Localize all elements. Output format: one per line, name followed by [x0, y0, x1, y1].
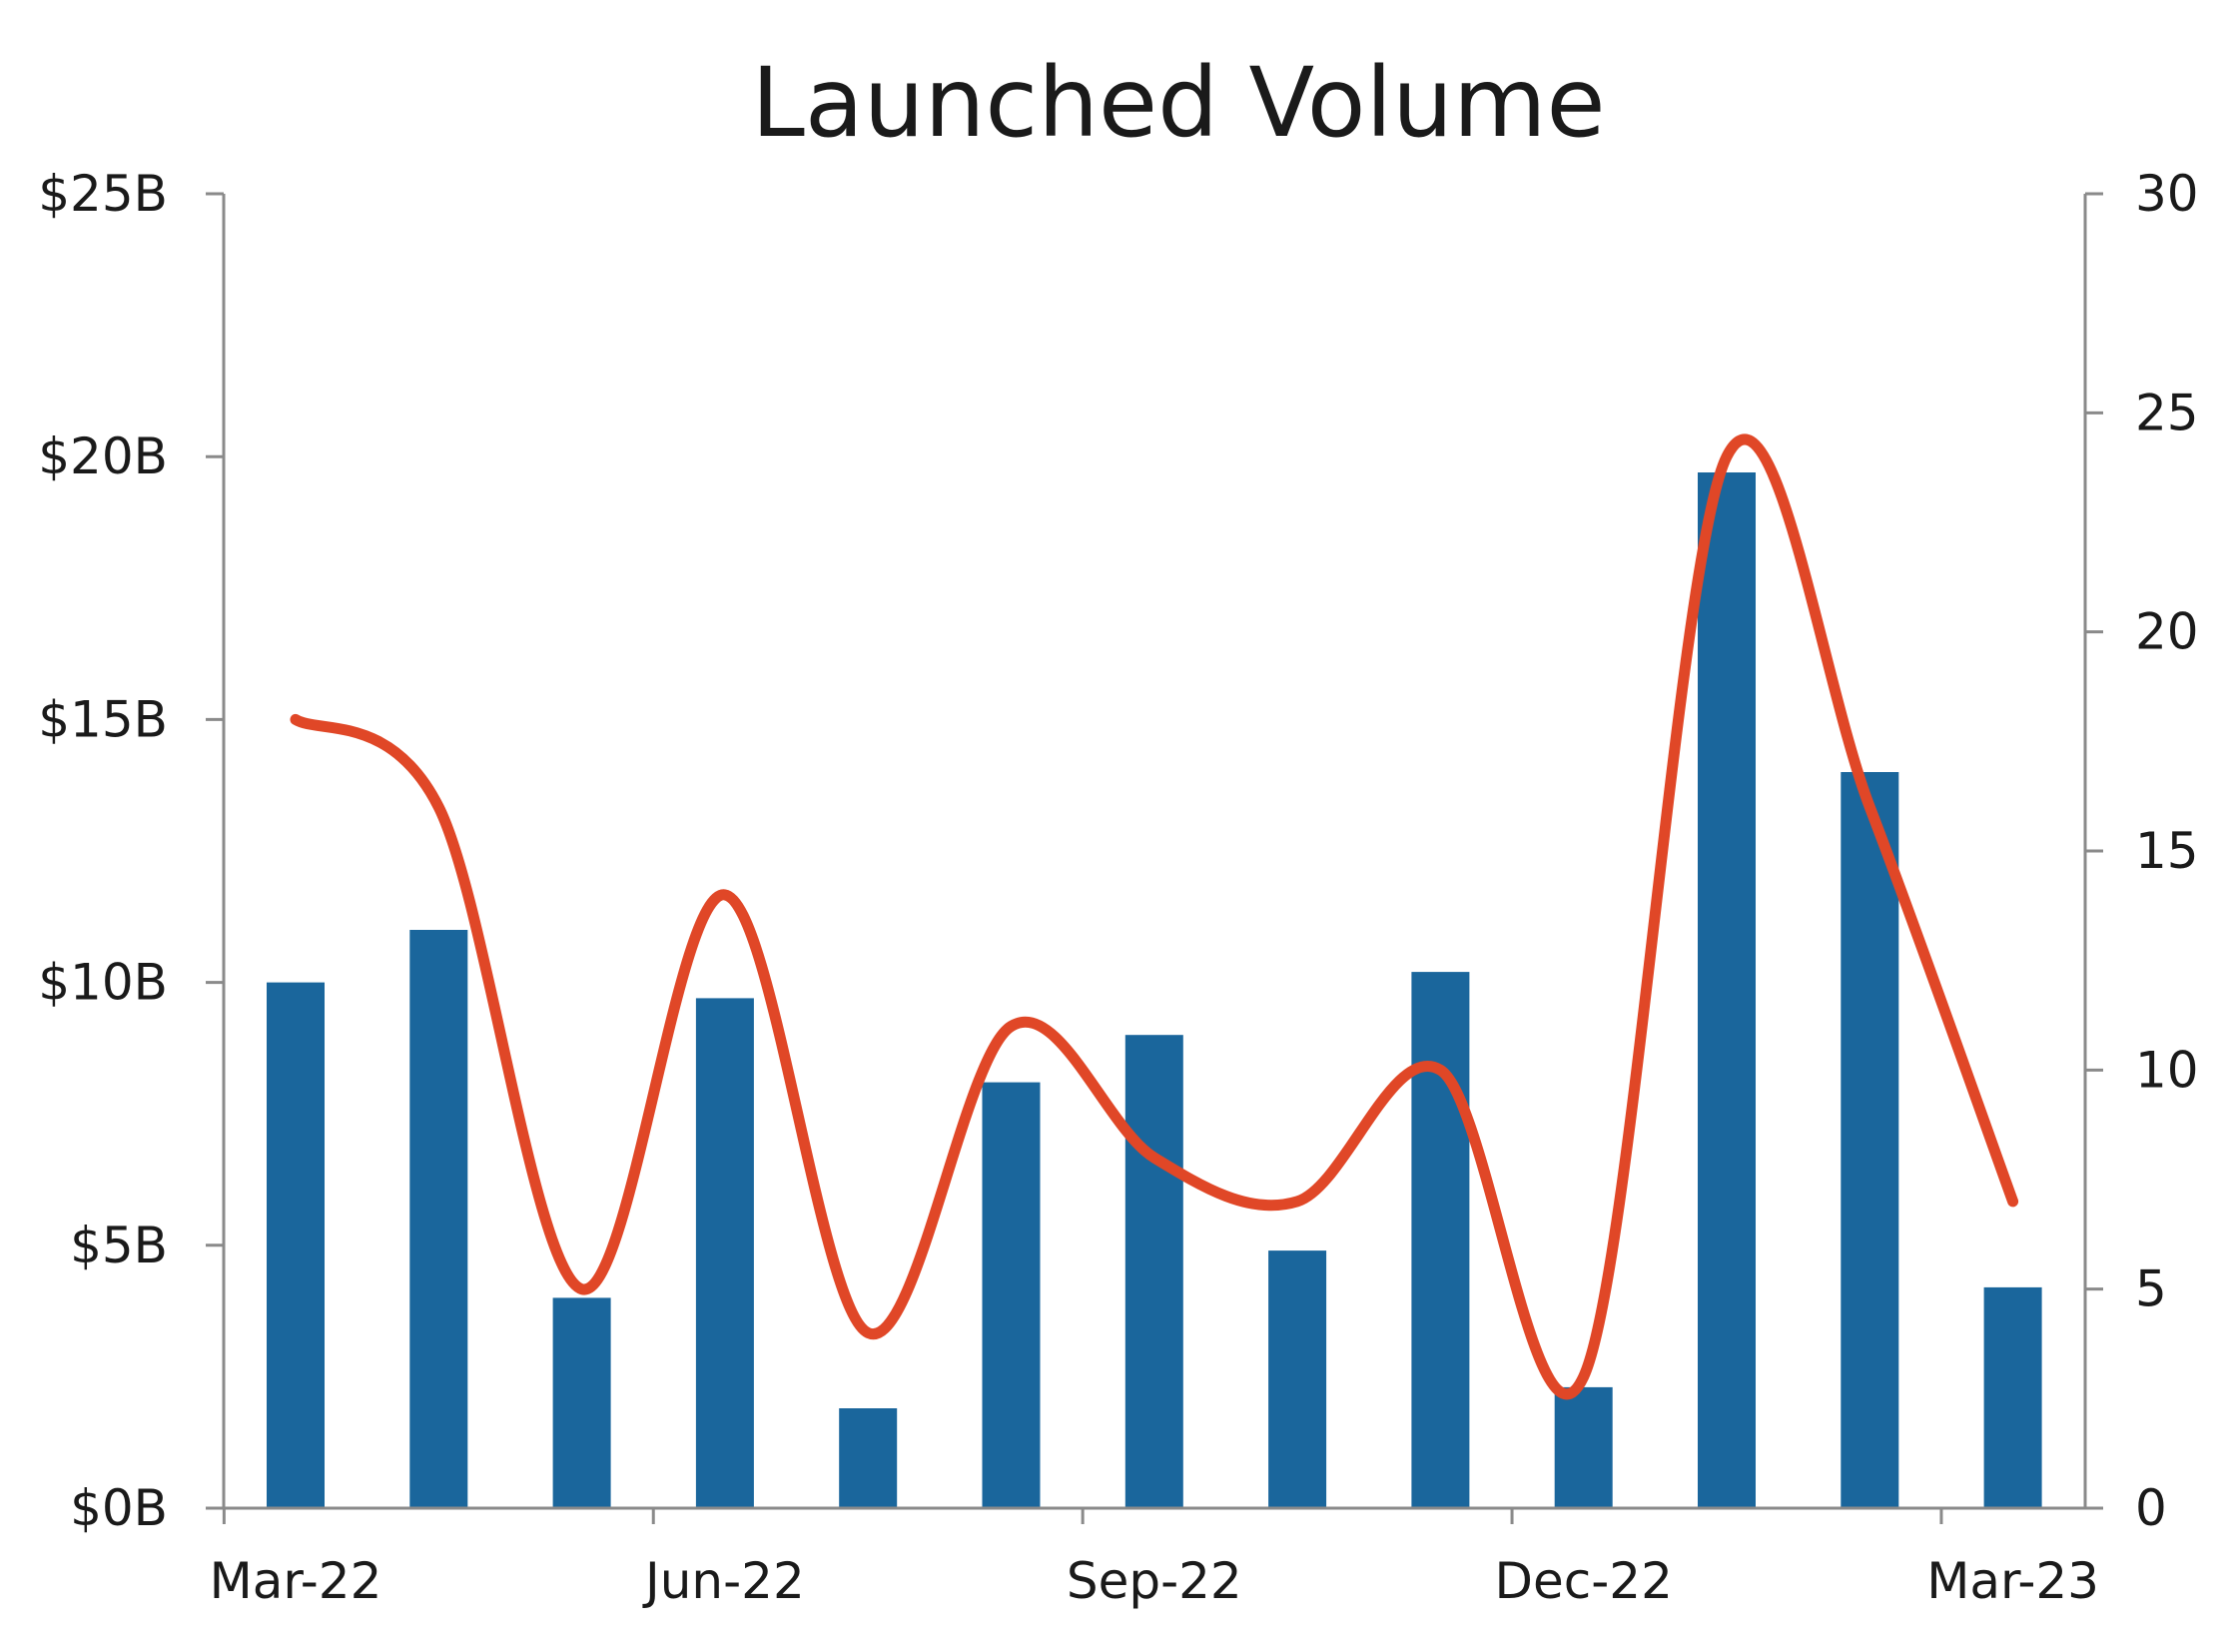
bar-aug-22 [982, 1082, 1041, 1508]
bar-jan-23 [1698, 472, 1756, 1508]
bar-mar-23 [1983, 1286, 2042, 1508]
x-tick-label: Dec-22 [1494, 1552, 1672, 1610]
y-right-tick-label: 15 [2135, 822, 2199, 880]
x-tick-label: Mar-22 [210, 1552, 382, 1610]
y-right-tick-label: 30 [2135, 165, 2199, 223]
y-right-tick-label: 5 [2135, 1260, 2167, 1318]
line-layer [290, 433, 2019, 1400]
bar-sep-22 [1124, 1035, 1183, 1508]
y-left-tick-label: $15B [38, 690, 168, 748]
bar-dec-22 [1554, 1386, 1613, 1508]
y-left-tick-label: $5B [70, 1217, 168, 1274]
y-right-tick-label: 10 [2135, 1041, 2199, 1099]
x-tick-label: Sep-22 [1067, 1552, 1242, 1610]
bar-apr-22 [409, 930, 468, 1508]
y-left-tick-label: $10B [38, 954, 168, 1012]
bar-nov-22 [1411, 972, 1470, 1508]
bar-jul-22 [839, 1408, 898, 1508]
bar-may-22 [552, 1297, 611, 1508]
chart-title: Launched Volume [751, 47, 1605, 159]
y-left-tick-label: $20B [38, 427, 168, 485]
y-left-tick-label: $25B [38, 165, 168, 223]
y-right-tick-label: 0 [2135, 1479, 2167, 1537]
y-right-tick-label: 20 [2135, 603, 2199, 661]
bar-jun-22 [695, 998, 754, 1508]
bar-oct-22 [1268, 1250, 1327, 1508]
count-line [290, 433, 2019, 1400]
bar-feb-23 [1841, 772, 1899, 1508]
bar-mar-22 [267, 982, 325, 1508]
x-tick-label: Mar-23 [1926, 1552, 2099, 1610]
y-left-tick-label: $0B [70, 1479, 168, 1537]
y-right-tick-label: 25 [2135, 384, 2199, 441]
axes-layer: $0B $5B $10B $15B $20B $25B 0 5 10 15 20 25 30 Mar-22… [38, 165, 2198, 1610]
x-tick-label: Jun-22 [642, 1552, 805, 1610]
bars-layer [267, 472, 2042, 1508]
